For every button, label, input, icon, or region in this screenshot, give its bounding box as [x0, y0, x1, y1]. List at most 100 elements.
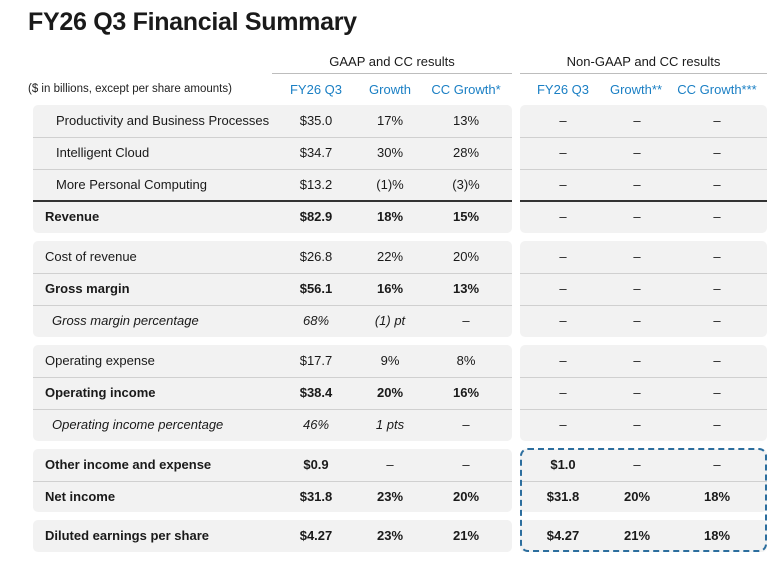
gaap-cc-value: 16% — [452, 385, 480, 400]
table-row-operating-income: Operating income $38.4 20% 16% – – – — [33, 377, 770, 409]
gaap-growth-value: 30% — [376, 145, 404, 160]
ng-growth-value: 21% — [623, 528, 651, 543]
row-label: Gross margin percentage — [52, 313, 199, 328]
table-row: Operating expense $17.7 9% 8% – – – — [33, 345, 770, 377]
gaap-cc-value: 13% — [452, 281, 480, 296]
row-divider — [33, 377, 512, 378]
row-divider — [520, 409, 767, 410]
ng-growth-value: – — [633, 313, 641, 328]
gaap-q-value: $0.9 — [303, 457, 329, 472]
ng-growth-value: – — [633, 113, 641, 128]
row-label: Revenue — [45, 209, 100, 224]
margin-block-ng — [520, 241, 767, 337]
table-row-eps: Diluted earnings per share $4.27 23% 21%… — [33, 520, 770, 552]
units-note: ($ in billions, except per share amounts… — [28, 83, 232, 95]
revenue-divider — [520, 200, 767, 202]
row-label: Gross margin — [45, 281, 130, 296]
ng-cc-value: – — [713, 457, 721, 472]
gaap-growth-value: 1 pts — [375, 417, 405, 432]
table-row: Cost of revenue $26.8 22% 20% – – – — [33, 241, 770, 273]
ng-cc-value: – — [713, 313, 721, 328]
ng-cc-value: – — [713, 417, 721, 432]
ng-cc-value: – — [713, 209, 721, 224]
gaap-cc-value: 20% — [452, 489, 480, 504]
gaap-cc-value: (3)% — [452, 177, 480, 192]
eps-block-gaap — [33, 520, 512, 552]
ng-cc-value: – — [713, 249, 721, 264]
ng-cc-value: – — [713, 281, 721, 296]
gaap-q-value: $34.7 — [299, 145, 333, 160]
row-divider — [33, 273, 512, 274]
row-label: Cost of revenue — [45, 249, 137, 264]
row-label: Net income — [45, 489, 116, 504]
ng-growth-value: – — [633, 385, 641, 400]
revenue-divider — [33, 200, 512, 202]
ng-growth-value: – — [633, 209, 641, 224]
gaap-q-value: $38.4 — [299, 385, 333, 400]
ng-q-value: – — [559, 113, 567, 128]
row-label: Intelligent Cloud — [56, 145, 150, 160]
gaap-cc-value: 20% — [452, 249, 480, 264]
eps-block-ng — [520, 520, 767, 552]
nongaap-group-divider — [520, 73, 767, 74]
gaap-cc-value: – — [462, 417, 470, 432]
ng-growth-value: – — [633, 177, 641, 192]
row-label: Productivity and Business Processes — [56, 113, 270, 128]
operating-block-gaap — [33, 345, 512, 441]
ng-cc-value: – — [713, 113, 721, 128]
ng-q-value: – — [559, 385, 567, 400]
row-label: Diluted earnings per share — [45, 528, 209, 543]
ng-q-value: – — [559, 417, 567, 432]
margin-block-gaap — [33, 241, 512, 337]
gaap-growth-value: 17% — [376, 113, 404, 128]
table-row-net-income: Net income $31.8 23% 20% $31.8 20% 18% — [33, 481, 770, 513]
table-row: Intelligent Cloud $34.7 30% 28% – – – — [33, 137, 770, 169]
gaap-q-value: $56.1 — [299, 281, 333, 296]
gaap-growth-value: 18% — [376, 209, 404, 224]
ng-cc-value: – — [713, 353, 721, 368]
gaap-q-value: $13.2 — [299, 177, 333, 192]
row-divider — [520, 273, 767, 274]
gaap-growth-value: – — [386, 457, 394, 472]
ng-q-value: $4.27 — [546, 528, 580, 543]
gaap-cc-value: 8% — [456, 353, 476, 368]
gaap-cc-value: – — [462, 457, 470, 472]
nongaap-group-header: Non-GAAP and CC results — [566, 54, 721, 69]
page-title: FY26 Q3 Financial Summary — [28, 8, 357, 36]
ng-cc-value: – — [713, 145, 721, 160]
row-divider — [520, 481, 767, 482]
ng-q-value: – — [559, 177, 567, 192]
gaap-growth-value: 16% — [376, 281, 404, 296]
ng-cc-value: 18% — [703, 489, 731, 504]
nongaap-highlight-box — [520, 448, 767, 552]
ng-q-value: $1.0 — [550, 457, 576, 472]
table-row: Gross margin percentage 68% (1) pt – – –… — [33, 305, 770, 337]
col-header-gaap-cc: CC Growth* — [431, 82, 501, 97]
table-row: Productivity and Business Processes $35.… — [33, 105, 770, 137]
ng-cc-value: – — [713, 177, 721, 192]
row-label: Operating expense — [45, 353, 155, 368]
gaap-cc-value: 28% — [452, 145, 480, 160]
col-header-ng-growth: Growth** — [609, 82, 663, 97]
row-divider — [520, 377, 767, 378]
row-divider — [33, 305, 512, 306]
gaap-growth-value: 23% — [376, 489, 404, 504]
row-label: More Personal Computing — [56, 177, 208, 192]
table-row-other-income: Other income and expense $0.9 – – $1.0 –… — [33, 449, 770, 481]
gaap-q-value: $31.8 — [299, 489, 333, 504]
col-header-ng-cc: CC Growth*** — [677, 82, 757, 97]
table-row-revenue: Revenue $82.9 18% 15% – – – — [33, 201, 770, 233]
ng-q-value: – — [559, 209, 567, 224]
ng-cc-value: – — [713, 385, 721, 400]
ng-q-value: $31.8 — [546, 489, 580, 504]
ng-growth-value: – — [633, 457, 641, 472]
row-divider — [33, 481, 512, 482]
ng-growth-value: 20% — [623, 489, 651, 504]
gaap-growth-value: 20% — [376, 385, 404, 400]
income-block-gaap — [33, 449, 512, 512]
row-divider — [520, 137, 767, 138]
ng-q-value: – — [559, 313, 567, 328]
ng-q-value: – — [559, 353, 567, 368]
ng-q-value: – — [559, 281, 567, 296]
col-header-ng-q: FY26 Q3 — [536, 82, 590, 97]
